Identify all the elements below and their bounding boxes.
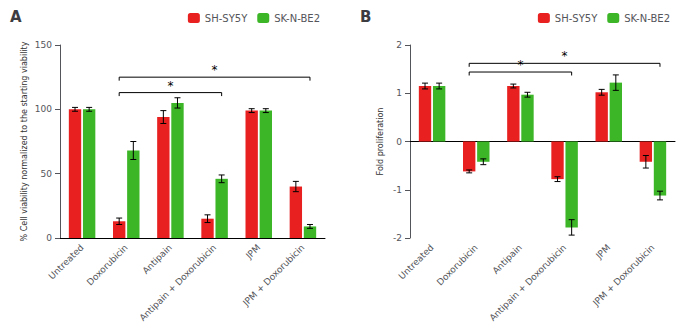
svg-text:SK-N-BE2: SK-N-BE2 <box>624 13 670 24</box>
svg-text:JPM: JPM <box>243 242 262 261</box>
svg-text:100: 100 <box>35 104 52 114</box>
svg-text:A: A <box>10 8 22 26</box>
svg-text:1: 1 <box>396 88 402 98</box>
svg-text:150: 150 <box>35 40 52 50</box>
svg-text:Fold proliferation: Fold proliferation <box>376 108 385 176</box>
svg-text:SK-N-BE2: SK-N-BE2 <box>274 13 320 24</box>
svg-text:% Cell viability normalized to: % Cell viability normalized to the start… <box>20 41 29 241</box>
svg-text:Untreated: Untreated <box>397 242 436 281</box>
svg-text:B: B <box>360 8 371 26</box>
svg-text:Antipain + Doxorubicin: Antipain + Doxorubicin <box>138 242 219 323</box>
svg-text:2: 2 <box>396 40 402 50</box>
svg-text:Antipain: Antipain <box>491 242 524 275</box>
svg-text:-2: -2 <box>393 233 402 243</box>
svg-text:*: * <box>517 58 523 72</box>
svg-text:0: 0 <box>46 233 52 243</box>
svg-text:Doxorubicin: Doxorubicin <box>85 242 130 287</box>
svg-text:SH-SY5Y: SH-SY5Y <box>555 13 598 24</box>
svg-text:Antipain + Doxorubicin: Antipain + Doxorubicin <box>488 242 569 323</box>
svg-text:*: * <box>562 49 568 63</box>
svg-text:Antipain: Antipain <box>141 242 174 275</box>
svg-text:50: 50 <box>41 169 53 179</box>
svg-text:-1: -1 <box>393 185 402 195</box>
svg-text:SH-SY5Y: SH-SY5Y <box>205 13 248 24</box>
svg-text:*: * <box>212 63 218 77</box>
svg-text:JPM + Doxorubicin: JPM + Doxorubicin <box>590 242 656 308</box>
svg-text:*: * <box>167 79 173 93</box>
svg-text:0: 0 <box>396 137 402 147</box>
svg-text:JPM: JPM <box>593 242 612 261</box>
svg-text:Doxorubicin: Doxorubicin <box>435 242 480 287</box>
svg-text:JPM + Doxorubicin: JPM + Doxorubicin <box>240 242 306 308</box>
svg-text:Untreated: Untreated <box>47 242 86 281</box>
